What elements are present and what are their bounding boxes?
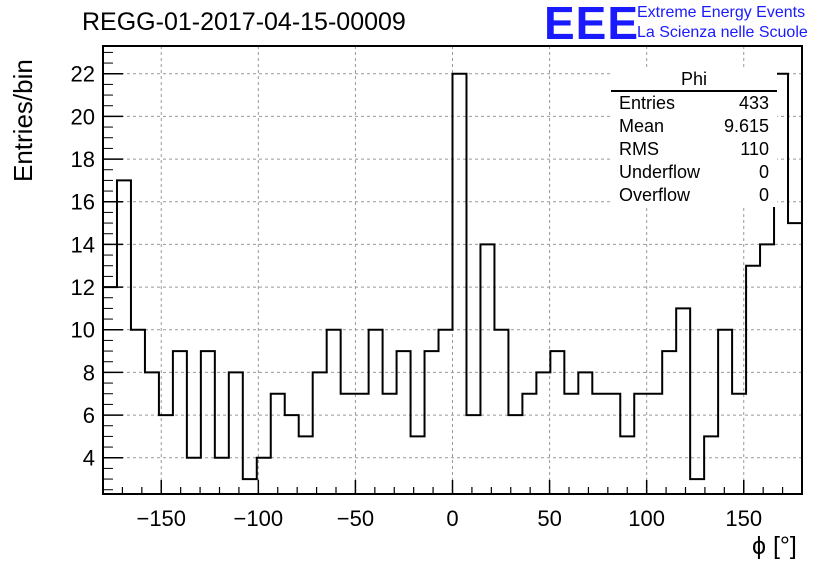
logo-subtitle-2: La Scienza nelle Scuole (637, 24, 808, 41)
stats-label: RMS (619, 139, 659, 159)
y-tick-label: 20 (71, 104, 95, 129)
chart-title: REGG-01-2017-04-15-00009 (82, 8, 406, 36)
stats-box: Phi Entries 433 Mean 9.615 RMS 110 Under… (611, 68, 777, 207)
stats-label: Entries (619, 93, 676, 113)
stats-value: 9.615 (723, 116, 769, 136)
stats-label: Overflow (619, 185, 691, 205)
stats-box-title: Phi (611, 68, 777, 92)
y-tick-label: 6 (83, 403, 95, 428)
axis-ticks (103, 51, 784, 494)
histogram-step-line (103, 72, 802, 481)
y-tick-label: 12 (71, 275, 95, 300)
y-tick-label: 10 (71, 318, 95, 343)
y-tick-label: 4 (83, 446, 95, 471)
stats-row-mean: Mean 9.615 (611, 115, 777, 138)
x-tick-label: −100 (234, 506, 284, 531)
y-tick-label: 16 (71, 190, 95, 215)
stats-row-overflow: Overflow 0 (611, 184, 777, 207)
x-tick-label: 0 (446, 506, 458, 531)
stats-value: 110 (740, 139, 769, 159)
axis-tick-labels: −150 −100 −50 0 50 100 150 4 6 8 10 12 14 16 18 20 22 (71, 62, 763, 531)
y-tick-label: 14 (71, 232, 95, 257)
x-axis-label: ϕ [°] (752, 532, 797, 560)
x-tick-label: −150 (136, 506, 186, 531)
stats-value: 0 (758, 185, 769, 205)
stats-label: Mean (619, 116, 665, 136)
y-tick-label: 8 (83, 360, 95, 385)
eee-logo: EEE (544, 0, 640, 49)
y-tick-label: 22 (71, 62, 95, 87)
x-tick-label: 150 (725, 506, 762, 531)
stats-row-entries: Entries 433 (611, 92, 777, 115)
stats-label: Underflow (619, 162, 701, 182)
x-tick-label: −50 (337, 506, 374, 531)
logo-subtitle-1: Extreme Energy Events (637, 4, 806, 21)
stats-row-rms: RMS 110 (611, 138, 777, 161)
x-tick-label: 50 (537, 506, 561, 531)
y-tick-label: 18 (71, 147, 95, 172)
stats-value: 433 (738, 93, 769, 113)
stats-row-underflow: Underflow 0 (611, 161, 777, 184)
y-axis-label: Entries/bin (8, 59, 38, 182)
stats-value: 0 (758, 162, 769, 182)
x-tick-label: 100 (628, 506, 665, 531)
